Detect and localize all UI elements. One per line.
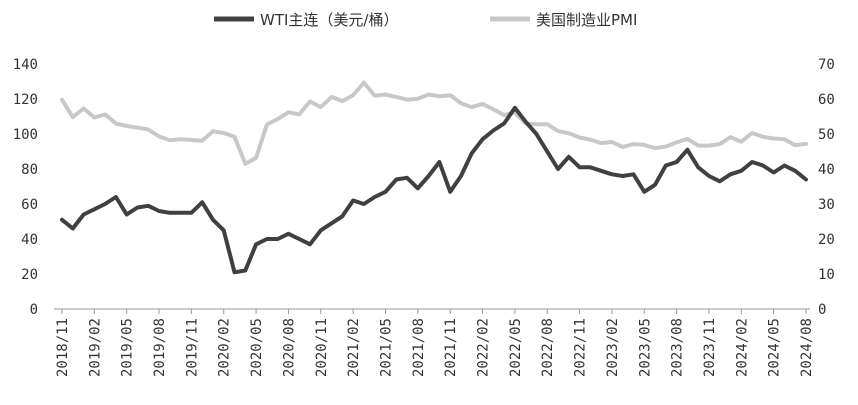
x-tick-label: 2021/05 bbox=[378, 318, 394, 377]
x-tick-label: 2024/05 bbox=[767, 318, 783, 377]
y-left-tick-label: 0 bbox=[30, 302, 38, 318]
y-right-tick-label: 50 bbox=[818, 127, 835, 143]
x-tick-label: 2023/11 bbox=[702, 318, 718, 377]
y-left-tick-label: 60 bbox=[21, 197, 38, 213]
x-tick-label: 2024/02 bbox=[734, 318, 750, 377]
x-tick-label: 2021/11 bbox=[443, 318, 459, 377]
y-left-tick-label: 100 bbox=[13, 127, 38, 143]
x-tick-label: 2020/02 bbox=[217, 318, 233, 377]
y-right-tick-label: 0 bbox=[818, 302, 826, 318]
y-axis-right-ticks: 0 10 20 30 40 50 60 70 bbox=[818, 57, 835, 318]
x-tick-label: 2022/11 bbox=[573, 318, 589, 377]
y-left-tick-label: 80 bbox=[21, 162, 38, 178]
legend-label-pmi: 美国制造业PMI bbox=[536, 11, 637, 29]
y-axis-left-ticks: 0 20 40 60 80 100 120 140 bbox=[13, 57, 38, 318]
y-right-tick-label: 30 bbox=[818, 197, 835, 213]
x-tick-label: 2021/08 bbox=[411, 318, 427, 377]
x-tick-label: 2019/08 bbox=[152, 318, 168, 377]
x-tick-label: 2020/05 bbox=[249, 318, 265, 377]
y-right-tick-label: 10 bbox=[818, 267, 835, 283]
legend-label-wti: WTI主连（美元/桶） bbox=[260, 11, 398, 29]
x-axis-ticks: 2018/11 2019/02 2019/05 2019/08 2019/11 2020/… bbox=[55, 318, 815, 377]
series-line-pmi bbox=[60, 80, 808, 166]
x-tick-label: 2019/11 bbox=[184, 318, 200, 377]
x-tick-label: 2022/08 bbox=[540, 318, 556, 377]
x-tick-label: 2020/11 bbox=[314, 318, 330, 377]
x-tick-label: 2020/08 bbox=[281, 318, 297, 377]
x-tick-label: 2024/08 bbox=[799, 318, 815, 377]
x-tick-label: 2019/02 bbox=[87, 318, 103, 377]
x-tick-label: 2023/05 bbox=[637, 318, 653, 377]
y-right-tick-label: 40 bbox=[818, 162, 835, 178]
x-tick-label: 2021/02 bbox=[346, 318, 362, 377]
x-tick-label: 2018/11 bbox=[55, 318, 71, 377]
y-left-tick-label: 140 bbox=[13, 57, 38, 73]
y-right-tick-label: 20 bbox=[818, 232, 835, 248]
x-tick-label: 2019/05 bbox=[120, 318, 136, 377]
y-left-tick-label: 20 bbox=[21, 267, 38, 283]
series-layer bbox=[60, 80, 808, 275]
series-line-wti bbox=[60, 105, 808, 275]
y-left-tick-label: 40 bbox=[21, 232, 38, 248]
x-tick-label: 2023/02 bbox=[605, 318, 621, 377]
y-left-tick-label: 120 bbox=[13, 92, 38, 108]
x-axis-tick-marks bbox=[61, 309, 807, 314]
legend: WTI主连（美元/桶） 美国制造业PMI bbox=[214, 11, 637, 29]
x-tick-label: 2022/05 bbox=[508, 318, 524, 377]
y-right-tick-label: 70 bbox=[818, 57, 835, 73]
x-tick-label: 2022/02 bbox=[476, 318, 492, 377]
x-tick-label: 2023/08 bbox=[670, 318, 686, 377]
y-right-tick-label: 60 bbox=[818, 92, 835, 108]
